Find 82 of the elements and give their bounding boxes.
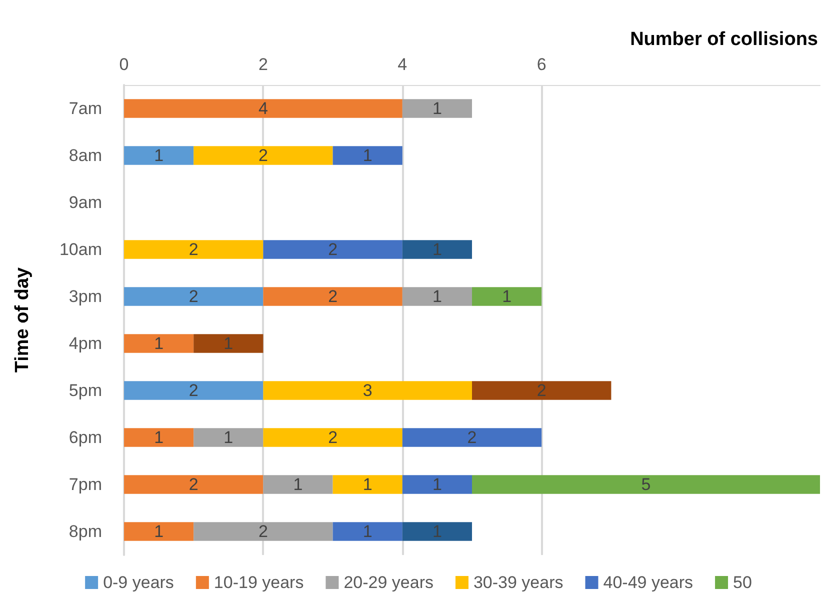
data-label: 2 <box>188 240 198 259</box>
data-label: 2 <box>258 522 268 541</box>
data-label: 1 <box>154 146 164 165</box>
data-label: 1 <box>154 428 164 447</box>
data-label: 1 <box>432 240 442 259</box>
bar <box>194 146 333 165</box>
data-label: 1 <box>362 475 372 494</box>
data-label: 2 <box>328 287 338 306</box>
legend-label: 40-49 years <box>603 573 694 592</box>
y-tick-label: 8am <box>68 146 102 165</box>
data-label: 1 <box>154 522 164 541</box>
y-tick-label: 8pm <box>68 522 102 541</box>
data-label: 1 <box>293 475 303 494</box>
bar <box>263 287 402 306</box>
bar <box>124 522 194 541</box>
data-label: 2 <box>188 381 198 400</box>
bar <box>332 522 402 541</box>
data-label: 1 <box>154 334 164 353</box>
legend-label: 0-9 years <box>103 573 174 592</box>
legend-label: 10-19 years <box>214 573 304 592</box>
bar <box>124 287 264 306</box>
x-tick-label: 4 <box>398 55 408 74</box>
bar <box>263 240 402 259</box>
bar <box>124 475 264 494</box>
data-label: 2 <box>328 240 338 259</box>
bar <box>402 475 472 494</box>
data-label: 2 <box>328 428 338 447</box>
data-label: 2 <box>536 381 546 400</box>
bar <box>124 240 264 259</box>
bar <box>402 522 472 541</box>
legend-label: 30-39 years <box>473 573 564 592</box>
y-tick-label: 7am <box>68 99 102 118</box>
bar <box>124 428 194 447</box>
bar <box>402 287 472 306</box>
bar <box>402 99 472 118</box>
y-tick-label: 3pm <box>68 287 102 306</box>
data-label: 1 <box>432 99 442 118</box>
bar <box>332 146 402 165</box>
bar <box>124 99 402 118</box>
y-axis-title: Time of day <box>12 266 33 373</box>
bar <box>472 475 820 494</box>
data-label: 2 <box>188 475 198 494</box>
data-label: 2 <box>258 146 268 165</box>
data-label: 1 <box>432 522 442 541</box>
bar <box>194 334 264 353</box>
data-label: 2 <box>188 287 198 306</box>
data-label: 5 <box>641 475 651 494</box>
y-tick-label: 5pm <box>68 381 102 400</box>
data-label: 1 <box>432 475 442 494</box>
legend-label: 20-29 years <box>344 573 434 592</box>
data-label: 1 <box>224 334 234 353</box>
y-tick-label: 7pm <box>68 475 102 494</box>
legend-label: 50 <box>733 573 752 592</box>
y-tick-label: 6pm <box>68 428 102 447</box>
x-tick-label: 0 <box>119 55 129 74</box>
bar <box>263 475 333 494</box>
bar <box>124 146 194 165</box>
bar <box>194 522 333 541</box>
data-label: 1 <box>502 287 512 306</box>
data-label: 1 <box>224 428 234 447</box>
bar <box>194 428 264 447</box>
bar <box>263 428 402 447</box>
x-axis-title: Number of collisions <box>630 29 818 50</box>
data-label: 3 <box>362 381 372 400</box>
x-tick-label: 6 <box>536 55 546 74</box>
bar <box>124 381 264 400</box>
bar <box>263 381 472 400</box>
y-tick-label: 4pm <box>68 334 102 353</box>
data-label: 2 <box>467 428 477 447</box>
bar <box>472 287 542 306</box>
y-tick-label: 9am <box>68 193 102 212</box>
bar <box>124 334 194 353</box>
data-label: 4 <box>258 99 268 118</box>
bar <box>472 381 612 400</box>
bar <box>402 240 472 259</box>
x-tick-label: 2 <box>258 55 268 74</box>
data-label: 1 <box>432 287 442 306</box>
data-label: 1 <box>362 146 372 165</box>
data-label: 1 <box>362 522 372 541</box>
y-tick-label: 10am <box>59 240 102 259</box>
bar <box>402 428 542 447</box>
bar <box>332 475 402 494</box>
